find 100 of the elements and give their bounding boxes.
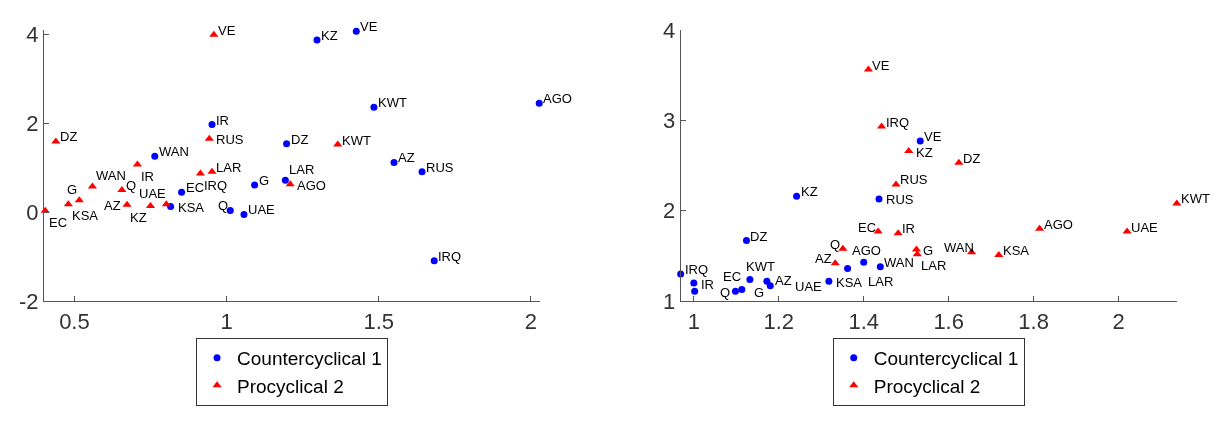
x-tick-label: 1.8	[1018, 308, 1049, 334]
annotation: EC	[723, 269, 742, 284]
point	[352, 27, 360, 35]
y-tick-label: 2	[663, 198, 676, 224]
annotation: AGO	[1044, 217, 1073, 232]
annotation: Q	[830, 237, 841, 252]
annotation: KSA	[1003, 243, 1030, 258]
annotation: VE	[872, 58, 890, 73]
annotation: IR	[141, 169, 154, 184]
legend-label: Procyclical 2	[873, 375, 981, 397]
annotation: DZ	[60, 129, 78, 144]
legend-label: Countercyclical 1	[237, 348, 382, 370]
annotation: IR	[902, 221, 915, 236]
point	[240, 210, 248, 218]
point	[161, 200, 171, 207]
y-tick-label: -2	[19, 288, 39, 314]
annotation: G	[923, 243, 934, 258]
annotation: KWT	[378, 95, 407, 110]
annotation: WAN	[884, 255, 914, 270]
annotation: AGO	[852, 243, 881, 258]
point	[151, 152, 159, 160]
annotation: RUS	[216, 132, 244, 147]
x-tick-label: 1.4	[848, 308, 880, 334]
y-tick-label: 2	[26, 110, 39, 136]
annotation: KWT	[1181, 191, 1210, 206]
x-tick-label: 1	[220, 308, 233, 334]
annotation: IR	[701, 277, 714, 292]
annotation: EC	[186, 180, 205, 195]
annotation: Q	[720, 285, 731, 300]
point	[860, 258, 868, 266]
point	[390, 158, 398, 166]
point	[418, 168, 426, 176]
y-tick-label: 4	[26, 21, 39, 47]
point	[994, 251, 1004, 258]
point	[178, 188, 186, 196]
point	[209, 30, 219, 37]
annotation: DZ	[291, 132, 309, 147]
point	[283, 140, 291, 148]
annotation: EC	[858, 220, 877, 235]
annotation: WAN	[159, 144, 189, 159]
annotation: KSA	[836, 275, 863, 290]
annotation: IRQ	[438, 249, 462, 264]
point	[766, 282, 774, 290]
point	[281, 176, 289, 184]
point	[875, 195, 883, 203]
annotation: IRQ	[886, 115, 910, 130]
annotation: DZ	[963, 151, 981, 166]
annotation: RUS	[886, 192, 914, 207]
annotation: AZ	[775, 273, 792, 288]
annotation: VE	[924, 129, 942, 144]
annotation: KSA	[72, 208, 99, 223]
point	[876, 263, 884, 271]
point	[844, 265, 852, 273]
annotation: LAR	[216, 160, 242, 175]
point	[912, 250, 922, 257]
annotation: KWT	[342, 133, 371, 148]
x-tick-label: 1.6	[933, 308, 964, 334]
point	[63, 200, 73, 207]
annotation: UAE	[795, 279, 823, 294]
annotation: Q	[126, 178, 137, 193]
x-tick-label: 1.5	[363, 308, 395, 334]
point	[74, 196, 84, 203]
point	[916, 137, 924, 145]
point	[691, 287, 699, 295]
x-tick-label: 2	[524, 308, 538, 334]
point	[746, 275, 754, 283]
point	[333, 140, 343, 147]
point	[370, 103, 378, 111]
point	[731, 287, 739, 295]
x-tick-label: 0.5	[59, 308, 90, 334]
annotation: KZ	[916, 145, 933, 160]
point	[122, 200, 132, 207]
annotation: G	[754, 285, 765, 300]
legend-label: Procyclical 2	[237, 375, 344, 397]
annotation: G	[67, 182, 78, 197]
point	[117, 185, 127, 192]
point	[208, 121, 216, 129]
legend-label: Countercyclical 1	[873, 348, 1019, 370]
annotation: IRQ	[685, 262, 709, 277]
point	[904, 147, 914, 154]
annotation: KWT	[746, 259, 775, 274]
annotation: VE	[360, 19, 378, 34]
annotation: LAR	[868, 274, 894, 289]
y-tick-label: 1	[663, 288, 676, 314]
annotation: AGO	[543, 91, 572, 106]
point	[954, 158, 964, 165]
annotation: LAR	[921, 258, 947, 273]
annotation: AGO	[297, 178, 326, 193]
annotation: Q	[218, 198, 229, 213]
annotation: G	[259, 173, 270, 188]
y-tick-label: 3	[663, 107, 676, 133]
point	[430, 257, 438, 265]
point	[207, 167, 217, 174]
point	[204, 134, 214, 141]
y-tick-label: 4	[663, 17, 676, 43]
annotation: IR	[216, 113, 229, 128]
point	[1122, 227, 1132, 234]
annotation: EC	[49, 215, 68, 230]
point	[743, 237, 750, 245]
point	[285, 180, 295, 187]
